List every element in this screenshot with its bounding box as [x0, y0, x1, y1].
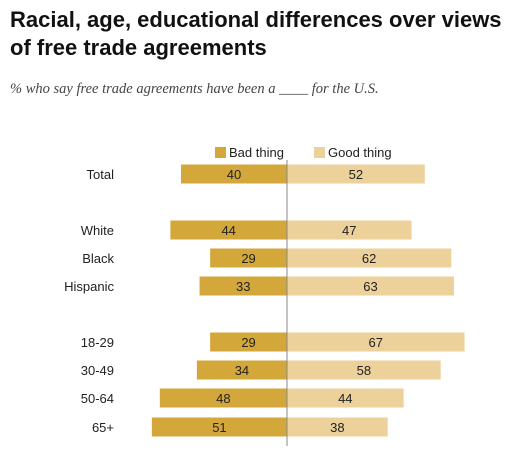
- bar-bad-65-: [151, 417, 287, 437]
- value-label-bad-50-64: 48: [216, 391, 230, 406]
- category-label-65-: 65+: [92, 420, 114, 435]
- bar-good-50-64: [287, 388, 404, 408]
- category-label-black: Black: [82, 251, 114, 266]
- category-label-30-49: 30-49: [81, 363, 114, 378]
- category-label-total: Total: [87, 167, 115, 182]
- value-label-good-white: 47: [342, 223, 356, 238]
- chart-title: Racial, age, educational differences ove…: [10, 7, 502, 60]
- category-label-50-64: 50-64: [81, 391, 114, 406]
- bar-bad-30-49: [196, 360, 287, 380]
- legend-label-bad: Bad thing: [229, 145, 284, 160]
- value-label-good-50-64: 44: [338, 391, 352, 406]
- legend-swatch-bad: [215, 147, 226, 158]
- value-label-good-total: 52: [349, 167, 363, 182]
- value-label-good-hispanic: 63: [363, 279, 377, 294]
- value-label-good-65-: 38: [330, 420, 344, 435]
- bar-good-total: [287, 164, 425, 184]
- bar-good-black: [287, 248, 452, 268]
- value-label-good-30-49: 58: [357, 363, 371, 378]
- bar-bad-white: [170, 220, 287, 240]
- bar-bad-50-64: [159, 388, 287, 408]
- value-label-bad-hispanic: 33: [236, 279, 250, 294]
- value-label-bad-65-: 51: [212, 420, 226, 435]
- bar-good-30-49: [287, 360, 441, 380]
- bar-good-white: [287, 220, 412, 240]
- value-label-good-black: 62: [362, 251, 376, 266]
- bar-bad-18-29: [210, 332, 287, 352]
- legend-label-good: Good thing: [328, 145, 392, 160]
- bar-good-hispanic: [287, 276, 454, 296]
- category-label-hispanic: Hispanic: [64, 279, 114, 294]
- bar-bad-black: [210, 248, 287, 268]
- category-label-white: White: [81, 223, 114, 238]
- category-label-18-29: 18-29: [81, 335, 114, 350]
- value-label-bad-30-49: 34: [235, 363, 249, 378]
- bar-bad-total: [181, 164, 287, 184]
- bar-good-65-: [287, 417, 388, 437]
- value-label-bad-white: 44: [221, 223, 235, 238]
- value-label-bad-black: 29: [241, 251, 255, 266]
- legend-swatch-good: [314, 147, 325, 158]
- value-label-bad-total: 40: [227, 167, 241, 182]
- bar-good-18-29: [287, 332, 465, 352]
- bar-bad-hispanic: [199, 276, 287, 296]
- value-label-good-18-29: 67: [369, 335, 383, 350]
- value-label-bad-18-29: 29: [241, 335, 255, 350]
- chart-subtitle: % who say free trade agreements have bee…: [10, 81, 379, 97]
